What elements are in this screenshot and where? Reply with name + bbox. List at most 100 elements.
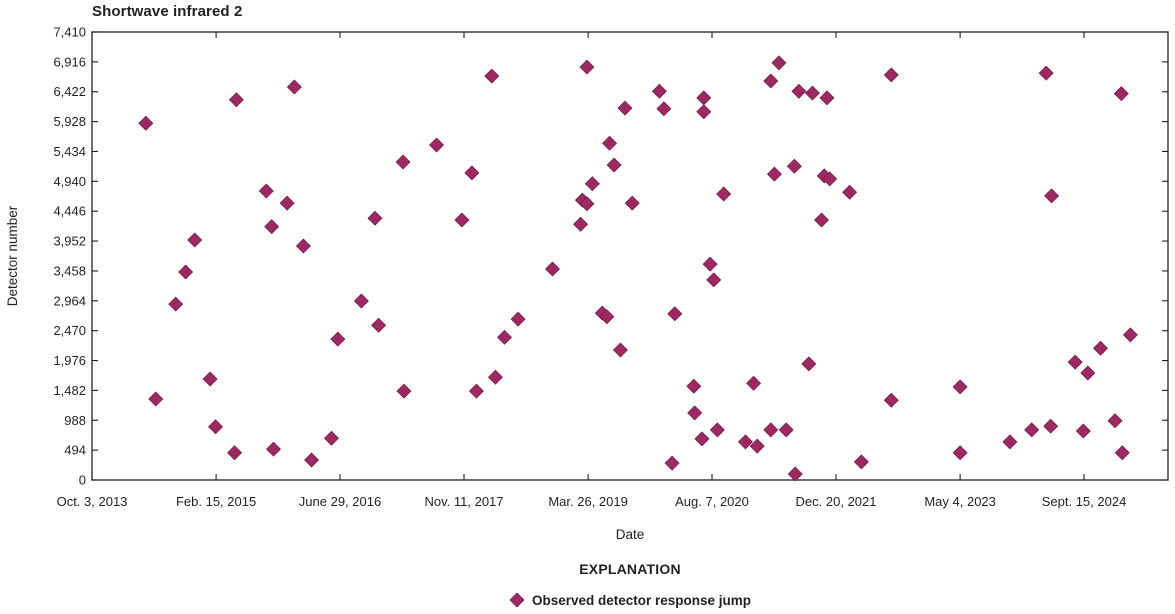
data-point <box>208 419 224 435</box>
data-point <box>178 264 194 280</box>
data-point <box>706 272 722 288</box>
y-tick-label: 1,976 <box>53 353 86 368</box>
data-point <box>599 309 615 325</box>
legend-label: Observed detector response jump <box>531 592 752 608</box>
data-point <box>429 137 445 153</box>
data-point <box>353 293 369 309</box>
data-point <box>454 212 470 228</box>
x-tick-label: Mar. 26, 2019 <box>548 494 628 509</box>
data-point <box>510 311 526 327</box>
data-point <box>487 369 503 385</box>
data-point <box>786 158 802 174</box>
data-point <box>148 391 164 407</box>
y-tick-label: 2,470 <box>53 323 86 338</box>
data-point <box>952 445 968 461</box>
data-point <box>1038 65 1054 81</box>
data-point <box>952 379 968 395</box>
data-point <box>258 183 274 199</box>
data-point <box>187 232 203 248</box>
explanation-heading: EXPLANATION <box>579 561 681 577</box>
plot-border <box>91 31 1169 481</box>
data-point <box>686 378 702 394</box>
data-point <box>746 375 762 391</box>
data-point <box>1114 445 1130 461</box>
data-point <box>883 392 899 408</box>
x-tick-label: May 4, 2023 <box>924 494 996 509</box>
data-point <box>651 83 667 99</box>
data-point <box>763 73 779 89</box>
data-point <box>330 331 346 347</box>
data-point <box>468 383 484 399</box>
data-point <box>787 466 803 482</box>
data-point <box>138 115 154 131</box>
y-tick-label: 6,422 <box>53 84 86 99</box>
data-point <box>323 430 339 446</box>
data-point <box>304 452 320 468</box>
y-tick-label: 6,916 <box>53 54 86 69</box>
legend: Observed detector response jump <box>92 592 1168 608</box>
data-point <box>814 212 830 228</box>
data-point <box>716 186 732 202</box>
x-tick-label: Nov. 11, 2017 <box>425 494 504 509</box>
data-point <box>853 454 869 470</box>
data-point <box>694 431 710 447</box>
data-point <box>484 68 500 84</box>
data-point <box>295 238 311 254</box>
data-point <box>791 83 807 99</box>
data-point <box>228 92 244 108</box>
data-point <box>822 171 838 187</box>
data-point <box>1002 434 1018 450</box>
data-point <box>545 261 561 277</box>
data-point <box>266 441 282 457</box>
data-point <box>371 317 387 333</box>
y-tick-label: 4,940 <box>53 174 86 189</box>
data-point <box>579 196 595 212</box>
data-point <box>1107 413 1123 429</box>
plot-frame <box>91 31 1169 481</box>
y-tick-label: 7,410 <box>53 25 86 40</box>
data-point <box>771 55 787 71</box>
y-tick-label: 3,952 <box>53 234 86 249</box>
x-tick-label: Dec. 20, 2021 <box>796 494 877 509</box>
data-point <box>606 157 622 173</box>
data-point <box>396 383 412 399</box>
data-point <box>286 79 302 95</box>
axis-ticks <box>91 31 1168 481</box>
x-tick-label: Feb. 15, 2015 <box>176 494 256 509</box>
y-tick-label: 494 <box>64 443 86 458</box>
data-point <box>778 422 794 438</box>
data-point <box>766 166 782 182</box>
x-tick-label: Oct. 3, 2013 <box>57 494 128 509</box>
data-point <box>1122 327 1138 343</box>
data-point <box>367 210 383 226</box>
y-tick-label: 2,964 <box>53 293 86 308</box>
legend-marker-diamond-icon <box>509 592 525 608</box>
data-point <box>749 438 765 454</box>
data-point <box>801 356 817 372</box>
x-axis-title: Date <box>615 527 645 542</box>
data-point <box>464 165 480 181</box>
x-tick-label: Aug. 7, 2020 <box>675 494 749 509</box>
x-tick-label: June 29, 2016 <box>299 494 381 509</box>
data-point <box>573 216 589 232</box>
data-point <box>667 306 683 322</box>
y-tick-label: 1,482 <box>53 383 86 398</box>
y-tick-label: 0 <box>79 473 86 488</box>
y-tick-label: 5,434 <box>53 144 86 159</box>
data-point <box>656 101 672 117</box>
data-point <box>1043 418 1059 434</box>
chart-title: Shortwave infrared 2 <box>92 3 243 20</box>
data-point <box>1113 86 1129 102</box>
y-tick-label: 988 <box>64 413 86 428</box>
data-point <box>696 104 712 120</box>
data-point <box>395 154 411 170</box>
data-point <box>819 90 835 106</box>
data-point <box>842 184 858 200</box>
data-point <box>202 371 218 387</box>
data-point <box>709 422 725 438</box>
data-point <box>702 256 718 272</box>
data-point <box>617 100 633 116</box>
data-point <box>687 405 703 421</box>
